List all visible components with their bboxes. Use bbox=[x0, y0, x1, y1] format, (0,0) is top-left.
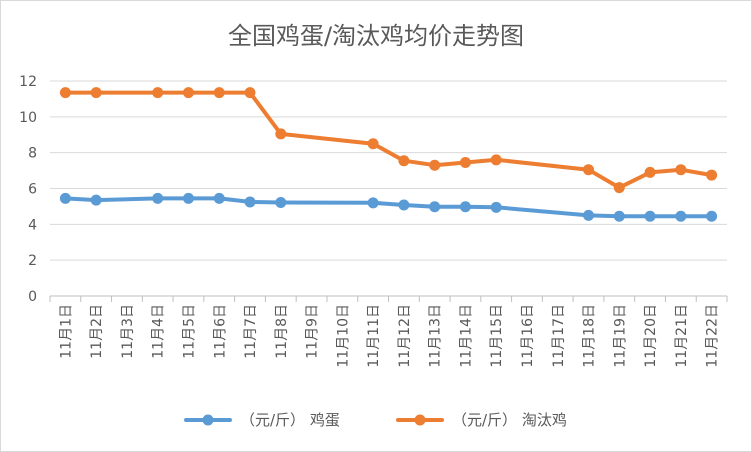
data-point-series-1 bbox=[182, 192, 194, 204]
x-tick-label: 11月9日 bbox=[305, 304, 321, 359]
data-point-series-1 bbox=[213, 192, 225, 204]
x-tick-label: 11月14日 bbox=[458, 304, 474, 368]
x-tick-label: 11月21日 bbox=[674, 304, 690, 368]
data-point-series-2 bbox=[398, 155, 410, 167]
data-point-series-2 bbox=[459, 157, 471, 169]
data-point-series-2 bbox=[644, 166, 656, 178]
data-point-series-1 bbox=[644, 210, 656, 222]
data-point-series-2 bbox=[675, 164, 687, 176]
x-tick-label: 11月18日 bbox=[582, 304, 598, 368]
series-lines bbox=[59, 87, 718, 222]
y-tick-label: 0 bbox=[28, 289, 37, 305]
x-tick-label: 11月22日 bbox=[705, 304, 721, 368]
axes: 0 2 4 6 8 10 12 11月1日 11月2日 11月3日 11月4日 11月5日 11月6日 1… bbox=[19, 74, 728, 368]
y-tick-label: 6 bbox=[28, 182, 37, 198]
data-point-series-2 bbox=[59, 87, 71, 99]
x-tick-label: 11月4日 bbox=[151, 304, 167, 359]
y-tick-label: 4 bbox=[28, 217, 37, 233]
data-point-series-1 bbox=[429, 201, 441, 213]
legend-label-series-2: （元/斤） 淘汰鸡 bbox=[452, 411, 567, 429]
data-point-series-1 bbox=[244, 196, 256, 208]
x-tick-label: 11月15日 bbox=[489, 304, 505, 368]
x-tick-label: 11月1日 bbox=[58, 304, 74, 359]
legend-label-series-1: （元/斤） 鸡蛋 bbox=[240, 411, 340, 429]
data-point-series-2 bbox=[90, 87, 102, 99]
data-point-series-2 bbox=[152, 87, 164, 99]
gridlines bbox=[50, 80, 727, 261]
data-point-series-2 bbox=[429, 159, 441, 171]
data-point-series-2 bbox=[583, 164, 595, 176]
data-point-series-2 bbox=[706, 169, 718, 181]
y-tick-label: 8 bbox=[28, 146, 37, 162]
y-tick-label: 12 bbox=[19, 74, 37, 90]
y-tick-label: 2 bbox=[28, 253, 37, 269]
x-tick-label: 11月12日 bbox=[397, 304, 413, 368]
data-point-series-2 bbox=[490, 154, 502, 166]
data-point-series-1 bbox=[90, 194, 102, 206]
data-point-series-1 bbox=[275, 196, 287, 208]
x-tick-label: 11月2日 bbox=[89, 304, 105, 359]
data-point-series-2 bbox=[275, 128, 287, 140]
x-tick-label: 11月13日 bbox=[428, 304, 444, 368]
x-tick-label: 11月5日 bbox=[181, 304, 197, 359]
legend: （元/斤） 鸡蛋 （元/斤） 淘汰鸡 bbox=[184, 411, 567, 429]
x-tick-label: 11月19日 bbox=[612, 304, 628, 368]
data-point-series-1 bbox=[675, 210, 687, 222]
data-point-series-2 bbox=[213, 87, 225, 99]
x-tick-label: 11月11日 bbox=[366, 304, 382, 368]
data-point-series-1 bbox=[706, 210, 718, 222]
legend-marker-series-1 bbox=[202, 414, 214, 426]
data-point-series-1 bbox=[398, 199, 410, 211]
data-point-series-2 bbox=[182, 87, 194, 99]
x-tick-label: 11月17日 bbox=[551, 304, 567, 368]
data-point-series-2 bbox=[367, 138, 379, 150]
x-tick-label: 11月10日 bbox=[335, 304, 351, 368]
data-point-series-1 bbox=[59, 192, 71, 204]
x-tick-label: 11月7日 bbox=[243, 304, 259, 359]
x-tick-label: 11月20日 bbox=[643, 304, 659, 368]
data-point-series-1 bbox=[583, 209, 595, 221]
x-tick-label: 11月8日 bbox=[274, 304, 290, 359]
x-tick-label: 11月3日 bbox=[120, 304, 136, 359]
x-tick-label: 11月16日 bbox=[520, 304, 536, 368]
data-point-series-1 bbox=[459, 201, 471, 213]
x-tick-label: 11月6日 bbox=[212, 304, 228, 359]
data-point-series-1 bbox=[152, 192, 164, 204]
legend-marker-series-2 bbox=[414, 414, 426, 426]
data-point-series-1 bbox=[613, 210, 625, 222]
data-point-series-2 bbox=[244, 87, 256, 99]
data-point-series-1 bbox=[367, 197, 379, 209]
data-point-series-1 bbox=[490, 201, 502, 213]
data-point-series-2 bbox=[613, 182, 625, 194]
chart-title: 全国鸡蛋/淘汰鸡均价走势图 bbox=[228, 22, 524, 50]
y-tick-label: 10 bbox=[19, 110, 37, 126]
